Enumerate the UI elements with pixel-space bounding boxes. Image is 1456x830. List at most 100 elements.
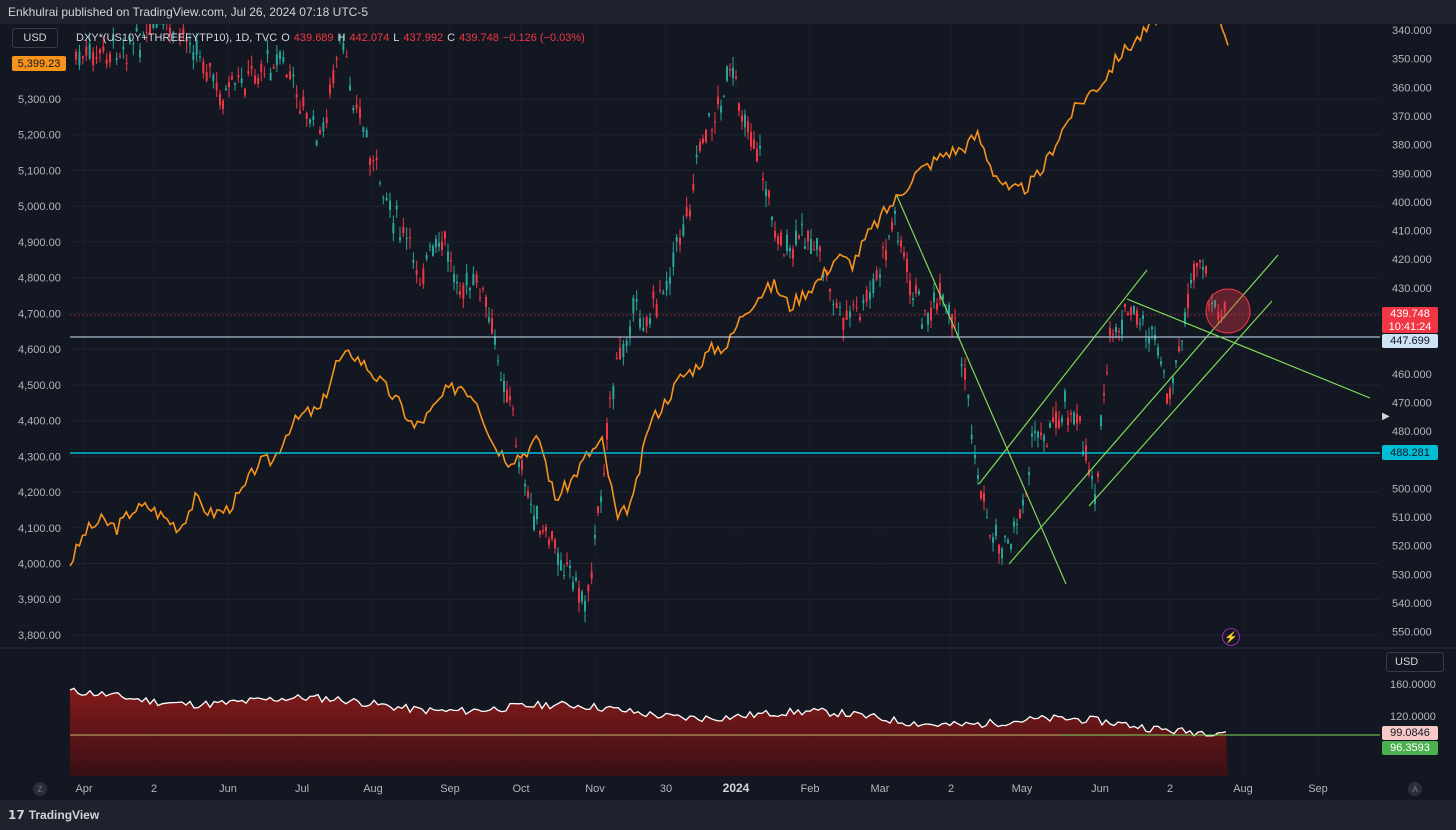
chart-canvas[interactable]: 5,300.00 5,200.00 5,100.00 5,000.00 4,900.00… xyxy=(0,12,1456,800)
candle-body xyxy=(179,34,181,36)
candle-body xyxy=(305,112,308,120)
candle-body xyxy=(744,114,746,128)
currency-selector-bottom[interactable]: USD xyxy=(1386,652,1444,672)
candle-body xyxy=(521,460,523,470)
time-axis-tick: 2 xyxy=(948,783,954,795)
time-axis-tick: May xyxy=(1012,783,1033,795)
lower-line xyxy=(69,687,1227,737)
candle-body xyxy=(302,96,305,107)
candle-body xyxy=(491,318,493,334)
symbol-legend[interactable]: DXY*(US10Y+THREEFYTP10), 1D, TVC O 439.68… xyxy=(76,32,585,44)
chart-pane[interactable]: 5,300.00 5,200.00 5,100.00 5,000.00 4,900.00… xyxy=(0,12,1456,800)
candle-body xyxy=(382,197,385,199)
candle-body xyxy=(1157,347,1159,356)
legend-change: −0.126 (−0.03%) xyxy=(502,32,585,44)
candle-body xyxy=(527,490,529,498)
candle-body xyxy=(1118,331,1120,333)
candle-body xyxy=(1058,419,1060,429)
candle-body xyxy=(78,51,81,66)
trendline xyxy=(896,195,1067,585)
candle-body xyxy=(957,333,960,335)
candle-body xyxy=(1133,306,1135,314)
candle-body xyxy=(619,347,621,360)
right-axis-tick: 390.000 xyxy=(1392,168,1432,180)
candle-body xyxy=(129,37,131,43)
symbol-name[interactable]: DXY*(US10Y+THREEFYTP10), 1D, TVC xyxy=(76,32,278,44)
left-axis-tick: 3,900.00 xyxy=(18,594,61,606)
candle-body xyxy=(355,104,358,109)
candle-body xyxy=(977,475,979,479)
candle-body xyxy=(936,303,938,310)
candle-body xyxy=(260,64,263,72)
zoom-button[interactable]: Z xyxy=(33,782,47,796)
candle-body xyxy=(822,272,825,278)
time-axis-tick: Oct xyxy=(512,783,529,795)
candle-body xyxy=(342,42,345,51)
candle-body xyxy=(1106,372,1108,374)
candle-body xyxy=(780,232,782,246)
candle-body xyxy=(469,287,471,291)
candle-body xyxy=(139,50,141,58)
candle-body xyxy=(852,304,855,306)
candle-body xyxy=(1205,265,1207,274)
time-axis-tick: Mar xyxy=(871,783,890,795)
candle-body xyxy=(234,82,236,85)
candle-body xyxy=(1097,472,1099,478)
candle-body xyxy=(581,591,583,602)
right-axis-tick: 510.000 xyxy=(1392,512,1432,524)
candle-body xyxy=(632,297,635,314)
candle-body xyxy=(389,200,391,211)
time-axis-tick: Jun xyxy=(1091,783,1109,795)
candle-body xyxy=(967,394,970,399)
candle-body xyxy=(453,273,455,283)
candle-body xyxy=(1070,413,1072,415)
candle-body xyxy=(1223,301,1226,312)
candle-body xyxy=(1214,299,1216,308)
candle-body xyxy=(524,484,526,487)
footer-bar: 𝟭𝟳 TradingView xyxy=(0,800,1456,830)
candle-body xyxy=(322,122,325,132)
scroll-right-icon[interactable]: ▶ xyxy=(1382,411,1390,422)
candle-body xyxy=(395,205,398,210)
candle-body xyxy=(362,127,365,133)
candle-body xyxy=(295,94,298,98)
candle-body xyxy=(692,184,695,191)
legend-low-label: L xyxy=(393,32,400,44)
candle-body xyxy=(819,247,821,252)
candle-body xyxy=(1067,417,1069,426)
candle-body xyxy=(109,53,111,63)
candle-body xyxy=(954,317,956,319)
currency-selector-top[interactable]: USD xyxy=(12,28,58,48)
candle-body xyxy=(1043,435,1045,442)
candle-body xyxy=(948,304,950,316)
candle-body xyxy=(339,34,341,40)
level-tag-447: 447.699 xyxy=(1382,334,1438,348)
candle-body xyxy=(1190,279,1192,284)
candle-body xyxy=(960,363,963,367)
auto-scale-button[interactable]: A xyxy=(1408,782,1422,796)
lightning-icon[interactable]: ⚡ xyxy=(1222,628,1240,646)
candle-body xyxy=(422,268,425,284)
candle-body xyxy=(462,284,465,299)
candle-body xyxy=(132,43,135,45)
candle-body xyxy=(557,552,559,565)
candle-body xyxy=(1142,315,1144,320)
candle-body xyxy=(732,67,734,79)
candle-body xyxy=(970,434,973,440)
candle-body xyxy=(1055,411,1057,428)
trendline xyxy=(978,269,1148,485)
candle-body xyxy=(939,283,941,300)
right-axis-tick: 400.000 xyxy=(1392,197,1432,209)
candle-body xyxy=(642,327,645,331)
left-axis-tick: 4,200.00 xyxy=(18,487,61,499)
lower-axis-tick: 160.0000 xyxy=(1390,679,1436,691)
candle-body xyxy=(185,38,188,43)
candle-body xyxy=(92,52,95,66)
candle-body xyxy=(872,278,875,294)
left-axis-tick: 4,100.00 xyxy=(18,523,61,535)
candle-body xyxy=(717,96,719,105)
candle-body xyxy=(795,230,797,245)
candle-body xyxy=(415,270,418,275)
candle-body xyxy=(897,240,899,243)
candle-body xyxy=(250,66,253,69)
